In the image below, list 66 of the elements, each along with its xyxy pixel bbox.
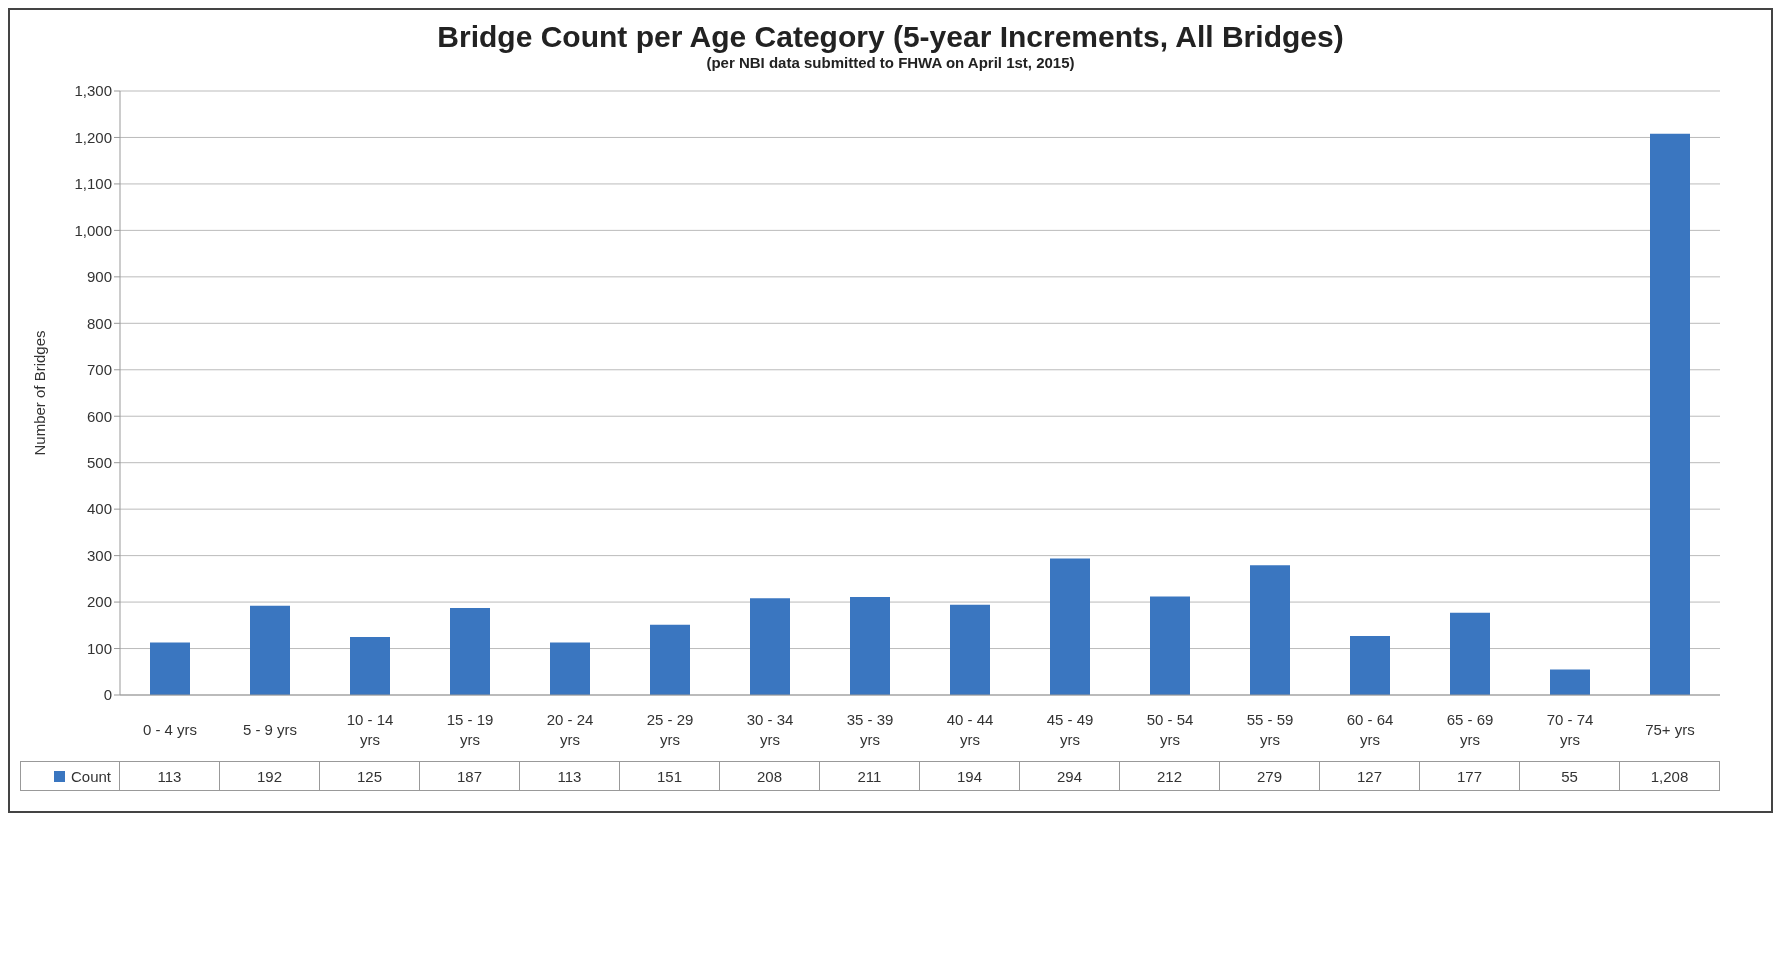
y-tick-label: 900 <box>86 268 112 286</box>
data-label: 177 <box>1420 761 1520 791</box>
bar <box>350 636 390 695</box>
x-tick-label: 65 - 69 yrs <box>1446 711 1494 748</box>
bar <box>850 596 890 695</box>
y-tick-label: 200 <box>86 593 112 611</box>
data-label: 279 <box>1220 761 1320 791</box>
x-tick-label: 40 - 44 yrs <box>946 711 994 748</box>
bar <box>1250 565 1290 695</box>
y-tick-label: 400 <box>86 500 112 518</box>
data-label: 1,208 <box>1620 761 1720 791</box>
legend-label: Count <box>70 767 111 785</box>
data-label: 127 <box>1320 761 1420 791</box>
bar <box>750 598 790 695</box>
y-tick-label: 1,100 <box>74 175 112 193</box>
y-tick-label: 1,300 <box>74 82 112 100</box>
data-label: 113 <box>520 761 620 791</box>
x-tick-label: 60 - 64 yrs <box>1346 711 1394 748</box>
x-tick-label: 0 - 4 yrs <box>142 721 198 738</box>
y-tick-label: 100 <box>86 639 112 657</box>
x-tick-label: 5 - 9 yrs <box>242 721 298 738</box>
data-label: 113 <box>120 761 220 791</box>
x-tick-label: 35 - 39 yrs <box>846 711 894 748</box>
bar <box>1350 635 1390 695</box>
data-label: 192 <box>220 761 320 791</box>
x-tick-label: 55 - 59 yrs <box>1246 711 1294 748</box>
data-label: 187 <box>420 761 520 791</box>
bar <box>1550 669 1590 695</box>
data-label: 211 <box>820 761 920 791</box>
y-tick-label: 600 <box>86 407 112 425</box>
data-label: 194 <box>920 761 1020 791</box>
bar <box>950 604 990 695</box>
bar <box>1450 612 1490 695</box>
y-tick-label: 300 <box>86 546 112 564</box>
data-label: 212 <box>1120 761 1220 791</box>
data-label: 208 <box>720 761 820 791</box>
x-tick-label: 15 - 19 yrs <box>446 711 494 748</box>
x-tick-label: 25 - 29 yrs <box>646 711 694 748</box>
data-label: 55 <box>1520 761 1620 791</box>
y-tick-label: 1,200 <box>74 128 112 146</box>
bar <box>1150 596 1190 695</box>
x-tick-label: 10 - 14 yrs <box>346 711 394 748</box>
x-tick-label: 50 - 54 yrs <box>1146 711 1194 748</box>
x-tick-label: 70 - 74 yrs <box>1546 711 1594 748</box>
data-label: 294 <box>1020 761 1120 791</box>
bar <box>1050 558 1090 695</box>
x-tick-label: 45 - 49 yrs <box>1046 711 1094 748</box>
bar <box>450 608 490 695</box>
bar <box>550 642 590 695</box>
data-label: 125 <box>320 761 420 791</box>
bar <box>150 642 190 695</box>
y-tick-label: 500 <box>86 454 112 472</box>
y-tick-label: 0 <box>103 686 112 704</box>
y-tick-label: 700 <box>86 361 112 379</box>
x-tick-label: 75+ yrs <box>1645 721 1695 738</box>
y-axis-title: Number of Bridges <box>31 330 49 456</box>
bar <box>250 605 290 695</box>
x-tick-label: 30 - 34 yrs <box>746 711 794 748</box>
chart-title: Bridge Count per Age Category (5-year Increments, All Bridges) <box>436 20 1345 54</box>
x-tick-label: 20 - 24 yrs <box>546 711 594 748</box>
bar <box>1650 133 1690 695</box>
data-label: 151 <box>620 761 720 791</box>
y-tick-label: 800 <box>86 314 112 332</box>
y-tick-label: 1,000 <box>74 221 112 239</box>
bar <box>650 624 690 695</box>
chart-subtitle: (per NBI data submitted to FHWA on April 1st, 2015) <box>705 54 1076 71</box>
